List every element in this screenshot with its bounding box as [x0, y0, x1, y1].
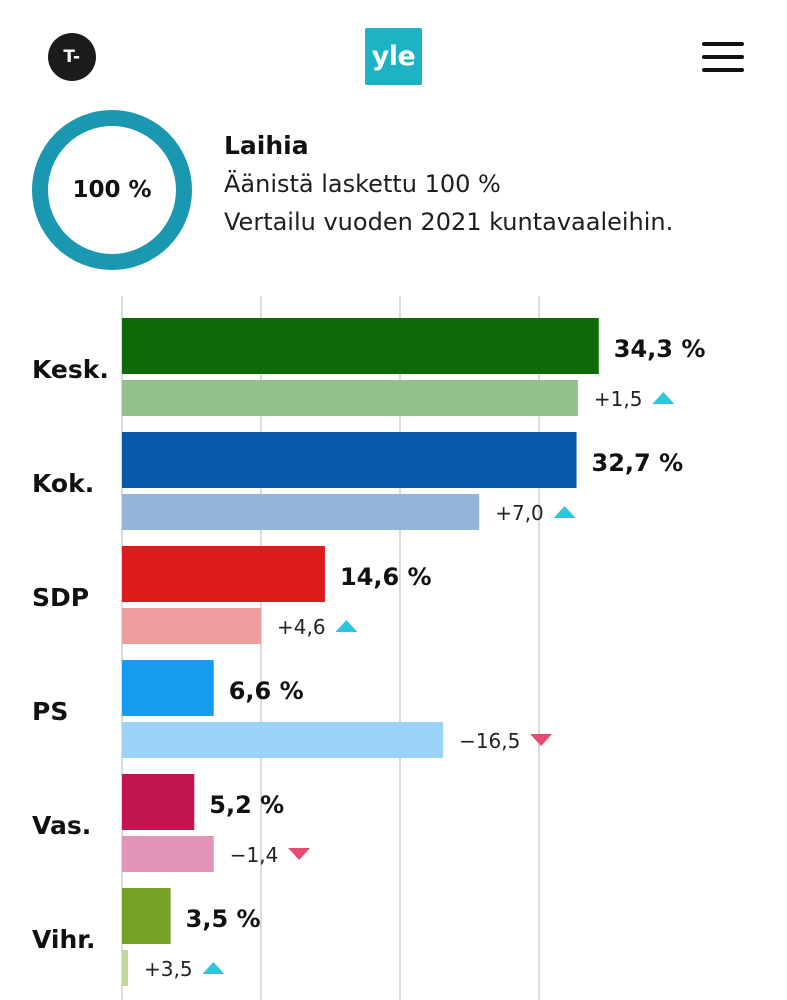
text-size-button[interactable]: T-	[48, 33, 96, 81]
bar-current	[122, 660, 214, 716]
party-row: SDP 14,6 % +4,6	[32, 546, 432, 644]
bar-current	[122, 432, 577, 488]
bar-current	[122, 774, 195, 830]
bar-value-label: 3,5 %	[186, 905, 261, 933]
party-row: PS 6,6 % −16,5	[32, 660, 553, 758]
arrow-up-icon	[202, 962, 225, 974]
party-label: PS	[32, 697, 68, 726]
bar-previous	[122, 494, 480, 530]
bar-current	[122, 546, 325, 602]
place-name: Laihia	[224, 131, 309, 160]
progress-label: 100 %	[72, 177, 152, 203]
change-label: +7,0	[495, 501, 544, 525]
bar-value-label: 34,3 %	[614, 335, 706, 363]
bar-value-label: 6,6 %	[229, 677, 304, 705]
bar-value-label: 14,6 %	[340, 563, 432, 591]
party-label: Vihr.	[32, 925, 96, 954]
change-label: −1,4	[230, 843, 279, 867]
comparison-note: Vertailu vuoden 2021 kuntavaaleihin.	[224, 208, 674, 236]
change-label: −16,5	[459, 729, 520, 753]
result-info: Laihia Äänistä laskettu 100 % Vertailu v…	[224, 131, 764, 241]
party-row: Vas. 5,2 % −1,4	[32, 774, 311, 872]
top-bar: T- yle	[0, 0, 787, 110]
bar-current	[122, 318, 599, 374]
bar-previous	[122, 380, 578, 416]
counted-status: Äänistä laskettu 100 %	[224, 170, 501, 198]
arrow-up-icon	[553, 506, 576, 518]
change-label: +1,5	[594, 387, 643, 411]
bar-current	[122, 888, 171, 944]
change-label: +4,6	[277, 615, 326, 639]
arrow-down-icon	[530, 734, 553, 746]
party-row: Kok. 32,7 % +7,0	[32, 432, 683, 530]
bar-value-label: 5,2 %	[209, 791, 284, 819]
bar-previous	[122, 608, 261, 644]
party-row: Kesk. 34,3 % +1,5	[32, 318, 705, 416]
arrow-down-icon	[288, 848, 311, 860]
party-row: Vihr. 3,5 % +3,5	[32, 888, 261, 986]
bar-value-label: 32,7 %	[592, 449, 684, 477]
arrow-up-icon	[335, 620, 358, 632]
party-label: SDP	[32, 583, 89, 612]
bar-previous	[122, 950, 128, 986]
bar-previous	[122, 836, 214, 872]
progress-ring	[32, 110, 192, 270]
party-label: Vas.	[32, 811, 91, 840]
hamburger-menu-icon[interactable]	[702, 40, 744, 74]
change-label: +3,5	[144, 957, 193, 981]
party-label: Kesk.	[32, 355, 109, 384]
progress-ring-fill	[32, 110, 192, 270]
bar-previous	[122, 722, 444, 758]
party-label: Kok.	[32, 469, 94, 498]
yle-logo[interactable]: yle	[365, 28, 422, 85]
party-results-chart: Kesk. 34,3 % +1,5 Kok. 32,7 % +7,0 SDP 14,6 % +4…	[32, 296, 705, 1000]
arrow-up-icon	[652, 392, 675, 404]
